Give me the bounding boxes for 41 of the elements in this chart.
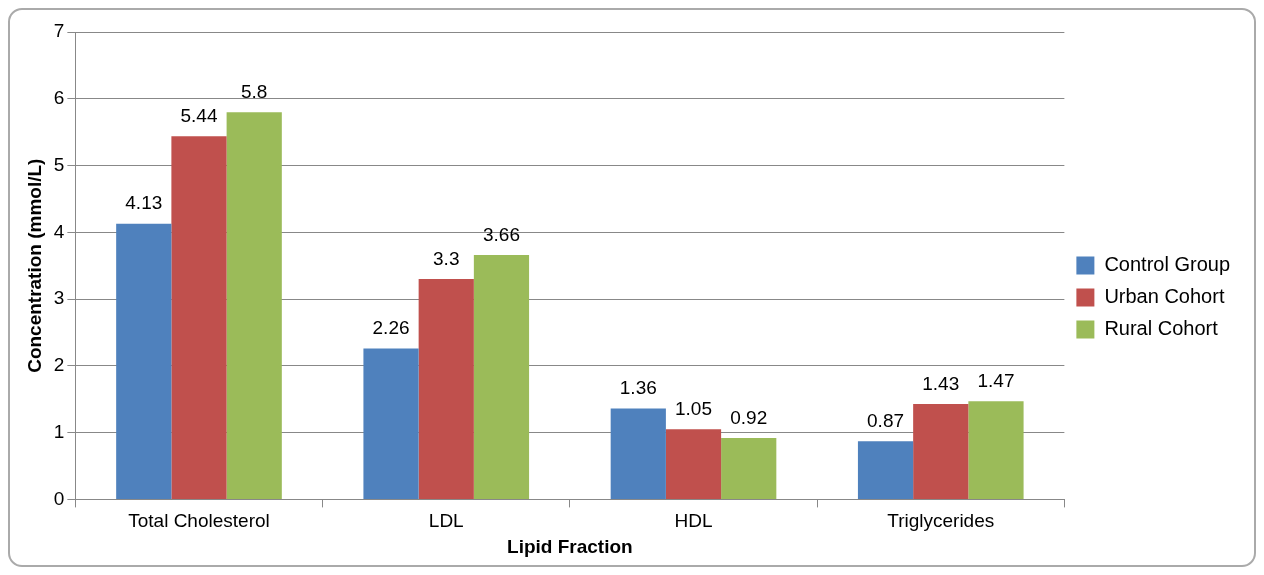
- data-label: 2.26: [372, 317, 410, 339]
- legend-label: Control Group: [1104, 253, 1231, 276]
- x-tick-label: Triglycerides: [887, 510, 995, 532]
- x-tick-label: LDL: [428, 510, 464, 532]
- bar: [968, 401, 1024, 499]
- x-axis-title: Lipid Fraction: [507, 535, 633, 557]
- bar: [473, 255, 530, 499]
- data-label: 1.47: [977, 369, 1015, 391]
- legend-label: Urban Cohort: [1104, 285, 1225, 308]
- data-label: 3.3: [433, 247, 460, 269]
- legend-label: Rural Cohort: [1104, 317, 1219, 340]
- bar: [721, 437, 777, 499]
- y-tick-label: 0: [53, 487, 65, 509]
- bar: [363, 348, 419, 499]
- y-tick-label: 7: [53, 20, 65, 42]
- y-tick-label: 1: [53, 420, 65, 442]
- y-tick-label: 6: [53, 87, 65, 109]
- x-tick-label: Total Cholesterol: [128, 510, 270, 532]
- data-label: 5.44: [180, 104, 218, 126]
- bar: [857, 441, 914, 499]
- y-tick-label: 2: [53, 354, 65, 376]
- data-label: 1.43: [922, 372, 960, 394]
- y-tick-label: 5: [53, 153, 65, 175]
- bar: [116, 223, 172, 499]
- y-tick-label: 4: [53, 220, 65, 242]
- data-label: 5.8: [241, 80, 268, 102]
- bar: [418, 279, 474, 499]
- bar: [610, 408, 666, 499]
- bar: [171, 136, 227, 499]
- y-axis-title: Concentration (mmol/L): [23, 158, 45, 373]
- x-tick-label: HDL: [674, 510, 713, 532]
- data-label: 4.13: [125, 192, 163, 214]
- bar: [665, 429, 722, 499]
- data-label: 0.87: [867, 410, 905, 432]
- bar: [226, 112, 282, 499]
- data-label: 0.92: [730, 406, 768, 428]
- y-tick-label: 3: [53, 287, 65, 309]
- data-label: 1.36: [619, 377, 657, 399]
- data-label: 3.66: [482, 223, 520, 245]
- bar: [913, 403, 969, 499]
- data-label: 1.05: [675, 398, 712, 420]
